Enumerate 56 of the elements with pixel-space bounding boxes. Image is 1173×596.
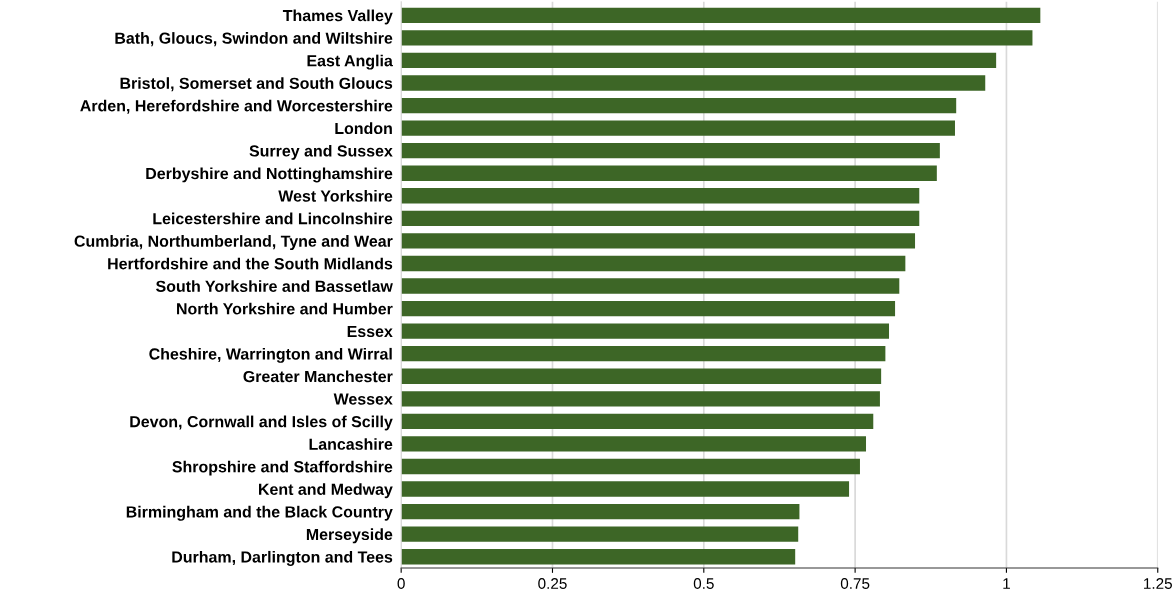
y-tick-label: Greater Manchester [243,370,393,383]
y-tick-label: Wessex [333,393,393,405]
y-tick-label: Shropshire and Staffordshire [172,460,393,476]
y-tick-label: Lancashire [309,438,393,450]
bar [401,165,937,181]
x-tick-label: 0 [397,578,405,589]
bar [401,210,920,227]
x-tick-label: 1.25 [1144,578,1172,589]
bar [401,278,900,294]
bar [401,481,850,497]
bar [401,300,896,317]
y-tick-label: London [335,122,392,135]
bar [401,233,916,249]
y-tick-label: North Yorkshire and Humber [177,302,393,315]
y-tick-label: Kent and Medway [259,483,393,499]
y-tick-label: Arden, Herefordshire and Worcestershire [80,99,393,114]
bar [401,436,867,452]
bar [401,188,920,204]
bar [401,413,874,430]
bar [401,97,957,114]
y-tick-label: Leicestershire and Lincolnshire [153,212,393,225]
y-tick-label: Cheshire, Warrington and Wirral [149,347,392,363]
bar [401,30,1033,46]
y-tick-label: Cumbria, Northumberland, Tyne and Wear [74,235,393,250]
bar [401,323,890,339]
x-tick-label: 0.75 [840,578,870,589]
bar [401,7,1041,23]
y-tick-label: Devon, Cornwall and Isles of Scilly [130,415,393,431]
y-tick-label: Bristol, Somerset and South Gloucs [120,77,393,92]
y-tick-label: Merseyside [306,528,393,544]
bar [401,503,800,520]
bar [401,143,940,159]
x-tick-label: 1 [1003,578,1010,589]
y-tick-label: Thames Valley [282,9,393,25]
bar [401,458,860,475]
y-tick-label: East Anglia [307,54,393,70]
y-tick-label: Essex [347,325,393,338]
bar [401,391,880,407]
y-tick-label: West Yorkshire [278,190,393,202]
bar [401,346,886,362]
y-tick-label: Surrey and Sussex [249,144,393,160]
y-tick-label: Birmingham and the Black Country [126,505,393,521]
bar [401,255,906,272]
x-tick-label: 0.25 [538,578,567,589]
y-tick-label: South Yorkshire and Bassetlaw [156,280,393,292]
bar [401,52,997,69]
y-tick-label: Hertfordshire and the South Midlands [108,257,393,270]
y-tick-label: Derbyshire and Nottinghamshire [146,167,393,183]
bar [401,549,796,565]
bar [401,120,955,136]
bar [401,368,882,384]
y-tick-label: Bath, Gloucs, Swindon and Wiltshire [115,32,393,47]
y-tick-label: Durham, Darlington and Tees [172,550,393,566]
bar [401,75,986,91]
bar [401,526,799,542]
x-tick-label: 0.5 [693,578,714,589]
